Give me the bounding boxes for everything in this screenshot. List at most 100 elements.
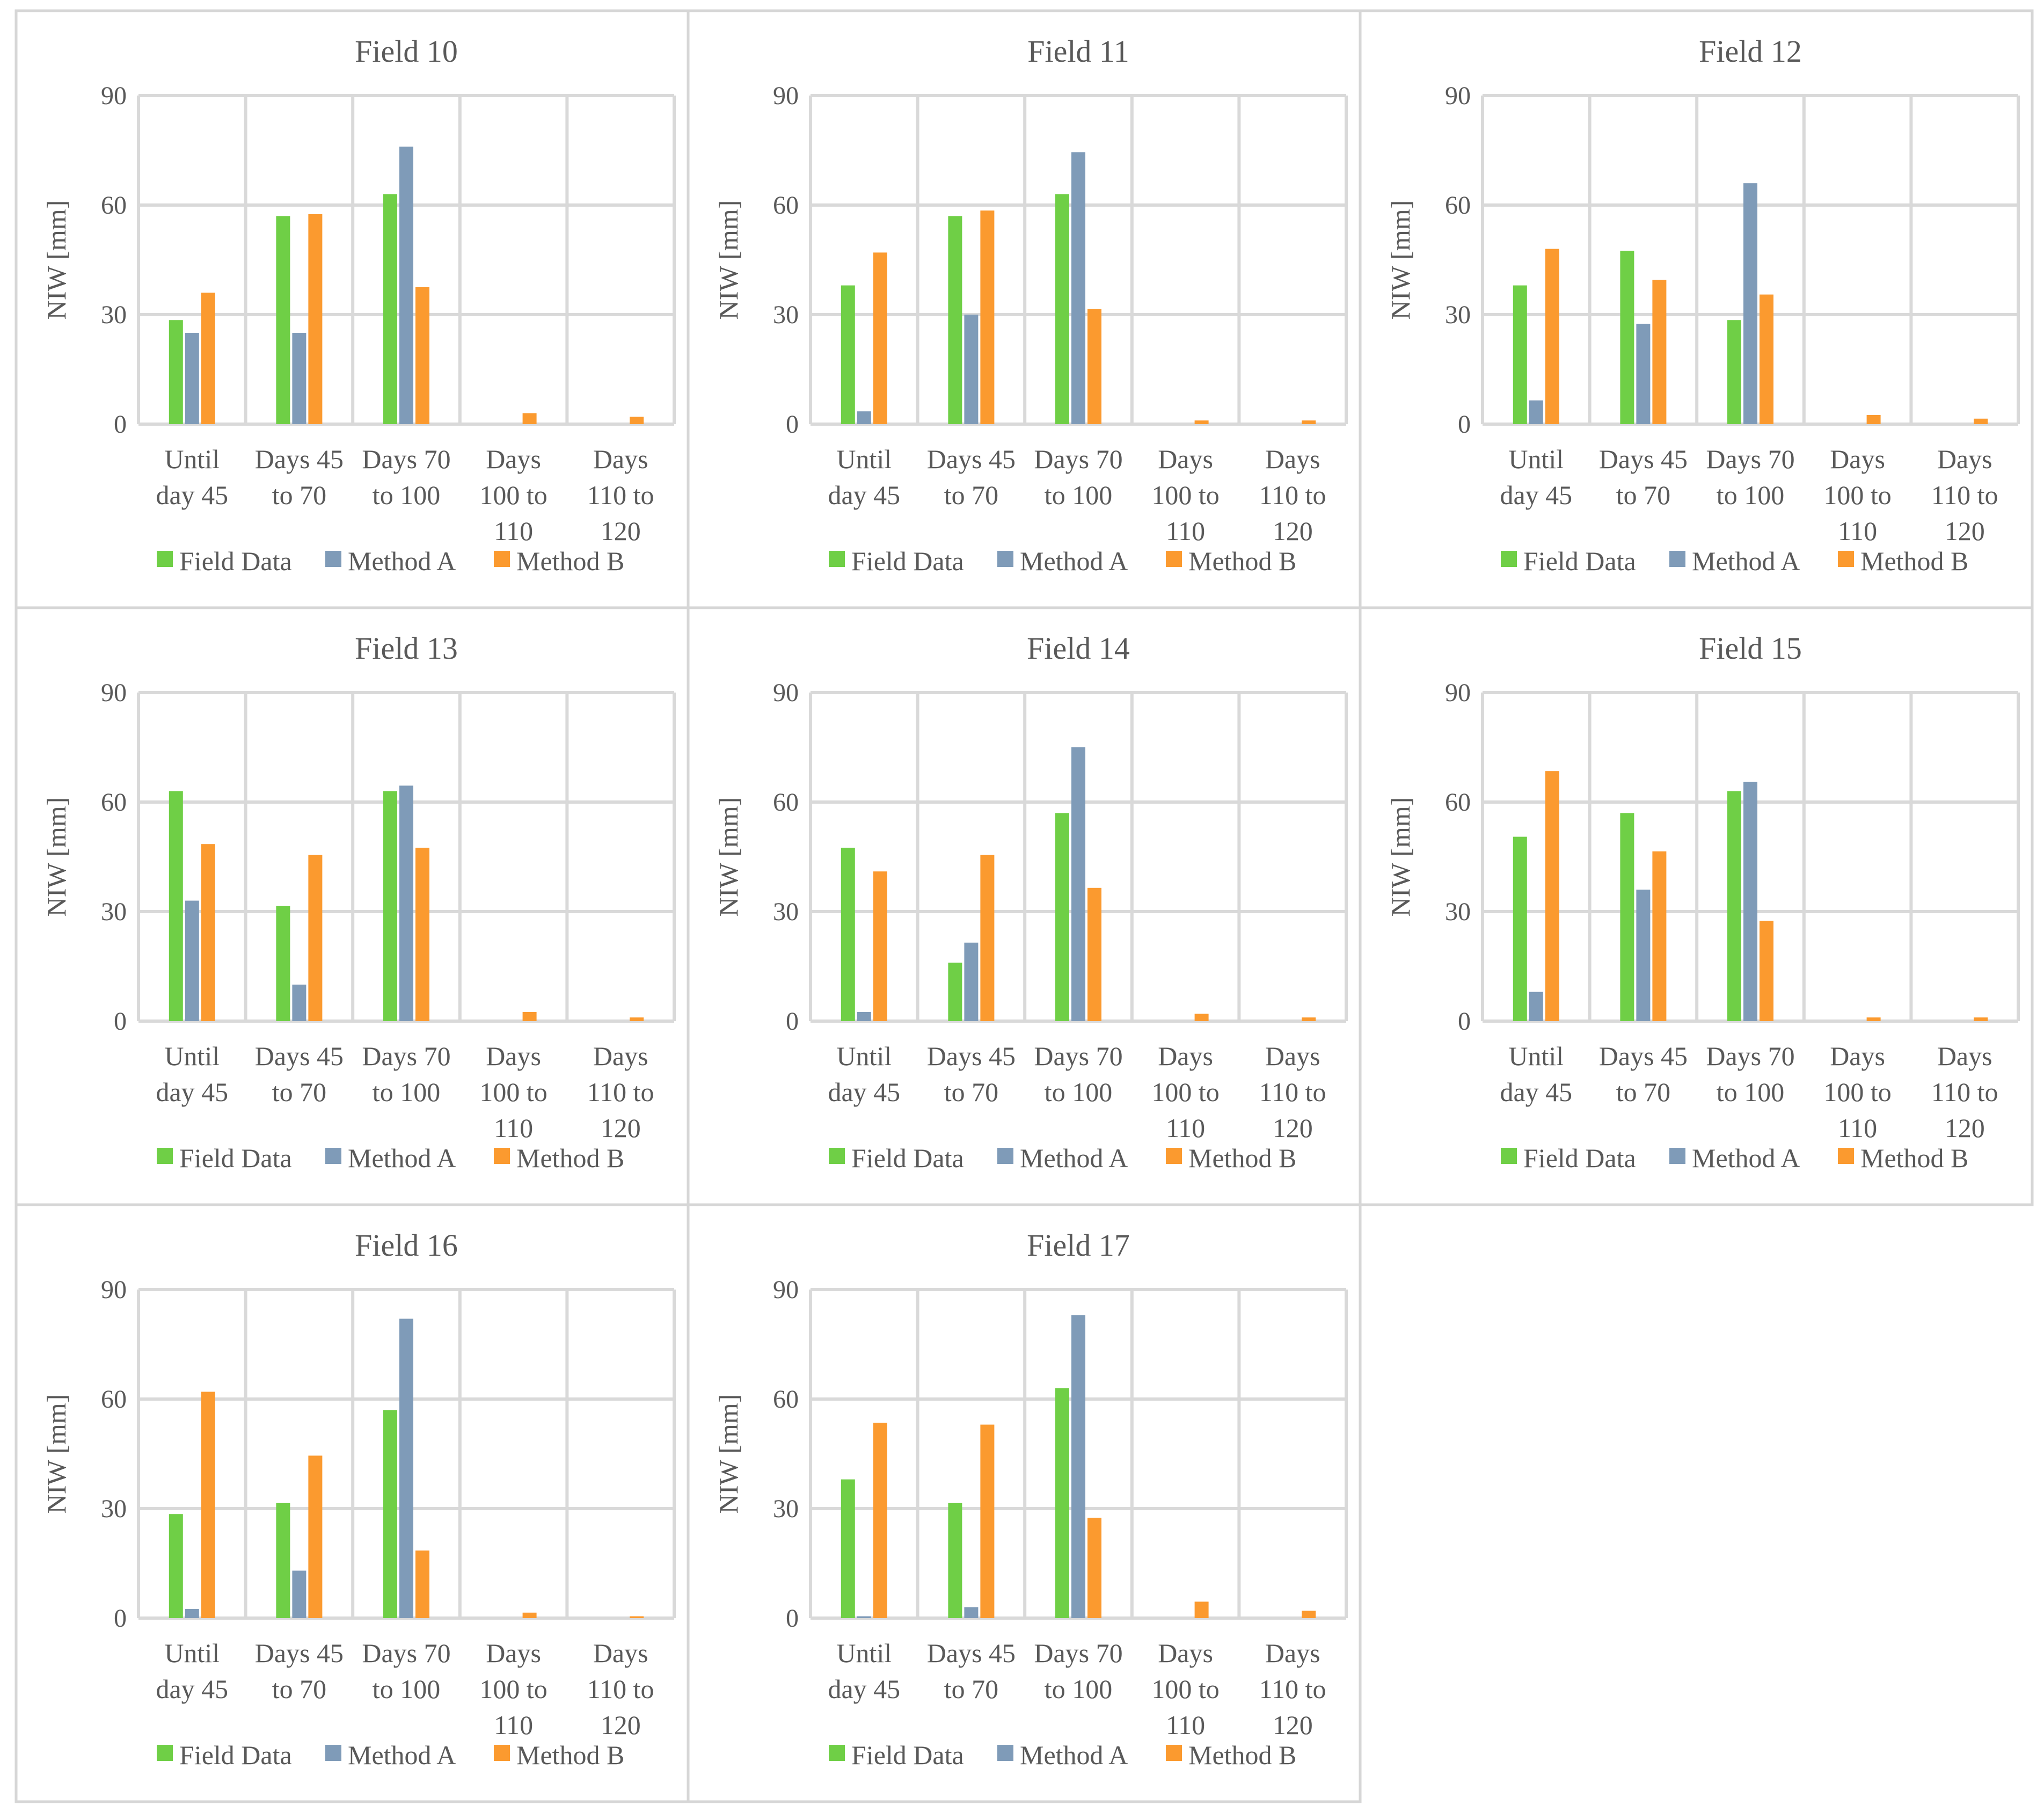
bar-method-b — [1302, 1611, 1316, 1618]
x-tick-label-line: 100 to — [479, 1674, 547, 1704]
bar-field-data — [383, 194, 397, 424]
x-tick-label: Days 70 to 100 — [1034, 1638, 1122, 1704]
legend-swatch-method-a — [325, 1745, 341, 1761]
x-tick-label-line: to 100 — [1045, 1674, 1112, 1704]
bar-field-data — [169, 791, 183, 1021]
legend-swatch-field-data — [829, 551, 845, 567]
bar-method-b — [1087, 1518, 1101, 1618]
chart-title: Field 12 — [1699, 34, 1802, 69]
bar-method-a — [399, 785, 413, 1021]
bar-method-b — [630, 417, 644, 424]
bar-method-b — [1302, 420, 1316, 424]
x-tick-label: Days 45 to 70 — [1599, 444, 1688, 510]
legend-swatch-method-b — [494, 1745, 510, 1761]
chart-title: Field 15 — [1699, 631, 1802, 666]
legend-label: Field Data — [851, 1143, 964, 1173]
x-tick-label-line: to 100 — [373, 1674, 440, 1704]
x-tick-label-line: 110 to — [587, 1077, 654, 1107]
bar-method-a — [964, 315, 979, 424]
x-tick-label: Days 100 to 110 — [1823, 1041, 1891, 1143]
y-tick-label: 90 — [1445, 82, 1471, 110]
y-axis-label: NIW [mm] — [1385, 797, 1415, 917]
x-tick-label: Until day 45 — [1500, 444, 1572, 510]
y-axis-label: NIW [mm] — [41, 797, 71, 917]
x-tick-label-line: 110 to — [1259, 480, 1326, 510]
bar-field-data — [1513, 836, 1527, 1021]
bar-method-b — [630, 1616, 644, 1618]
x-tick-label-line: 120 — [601, 1113, 641, 1143]
legend-swatch-field-data — [157, 1745, 173, 1761]
x-tick-label-line: 100 to — [1151, 480, 1219, 510]
legend-label: Method B — [516, 546, 624, 576]
x-tick-label: Days 45 to 70 — [927, 444, 1016, 510]
legend-label: Method B — [1188, 546, 1296, 576]
bar-field-data — [1055, 194, 1069, 424]
bar-field-data — [948, 963, 962, 1021]
bar-method-b — [1760, 921, 1773, 1021]
x-tick-label-line: Days — [1937, 1041, 1992, 1071]
x-tick-label-line: 100 to — [479, 1077, 547, 1107]
x-tick-label-line: Until — [164, 444, 220, 474]
x-tick-label-line: day 45 — [828, 480, 900, 510]
x-tick-label: Days 110 to 120 — [1259, 444, 1326, 546]
x-tick-label: Days 45 to 70 — [1599, 1041, 1688, 1107]
legend-swatch-method-a — [325, 1148, 341, 1164]
chart-title: Field 11 — [1027, 34, 1129, 69]
legend-label: Field Data — [1523, 1143, 1636, 1173]
x-tick-label: Until day 45 — [1500, 1041, 1572, 1107]
x-tick-label: Until day 45 — [156, 1041, 228, 1107]
bar-method-a — [1071, 152, 1085, 424]
x-tick-label-line: Days — [486, 1638, 541, 1668]
legend-swatch-field-data — [829, 1745, 845, 1761]
y-axis-label: NIW [mm] — [713, 200, 743, 320]
x-tick-label: Until day 45 — [156, 1638, 228, 1704]
bar-method-b — [1087, 309, 1101, 424]
x-tick-label-line: Days 70 — [1706, 444, 1794, 474]
bar-method-b — [980, 210, 995, 424]
legend-label: Method A — [1692, 546, 1800, 576]
bar-field-data — [1513, 285, 1527, 424]
legend-label: Field Data — [851, 1740, 964, 1770]
x-tick-label-line: 120 — [1273, 1113, 1313, 1143]
x-tick-label: Days 45 to 70 — [255, 444, 344, 510]
y-tick-label: 0 — [114, 1007, 127, 1036]
bar-method-b — [980, 1424, 995, 1618]
bar-method-a — [964, 942, 979, 1021]
x-tick-label-line: 100 to — [1823, 480, 1891, 510]
x-tick-label: Days 100 to 110 — [1151, 444, 1219, 546]
legend-label: Field Data — [179, 546, 292, 576]
y-axis-label: NIW [mm] — [713, 1394, 743, 1514]
bar-method-b — [1545, 249, 1559, 424]
x-tick-label-line: 120 — [601, 1710, 641, 1740]
x-tick-label-line: to 70 — [272, 480, 326, 510]
x-tick-label-line: Until — [164, 1041, 220, 1071]
x-tick-label: Days 70 to 100 — [1706, 1041, 1794, 1107]
bar-field-data — [276, 1503, 290, 1618]
x-tick-label: Days 110 to 120 — [1931, 444, 1998, 546]
y-axis-label: NIW [mm] — [1385, 200, 1415, 320]
bar-method-a — [964, 1607, 979, 1618]
x-tick-label-line: 110 — [1166, 1113, 1205, 1143]
x-tick-label-line: Days — [1158, 444, 1213, 474]
x-tick-label-line: day 45 — [156, 1674, 228, 1704]
bar-method-b — [1652, 280, 1667, 424]
x-tick-label: Days 110 to 120 — [1931, 1041, 1998, 1143]
x-tick-label-line: to 100 — [1717, 1077, 1784, 1107]
legend-swatch-method-b — [494, 551, 510, 567]
bar-method-a — [292, 1570, 306, 1618]
x-tick-label-line: day 45 — [828, 1674, 900, 1704]
y-tick-label: 30 — [101, 898, 127, 926]
x-tick-label: Days 70 to 100 — [362, 1041, 450, 1107]
bar-method-a — [857, 1012, 871, 1021]
legend-swatch-field-data — [1501, 551, 1517, 567]
x-tick-label-line: Days — [593, 1041, 648, 1071]
x-tick-label: Days 100 to 110 — [1151, 1041, 1219, 1143]
y-tick-label: 0 — [1458, 1007, 1471, 1036]
x-tick-label-line: Days — [486, 444, 541, 474]
x-tick-label-line: Until — [1508, 1041, 1564, 1071]
x-tick-label-line: day 45 — [156, 480, 228, 510]
legend-label: Field Data — [179, 1740, 292, 1770]
legend-label: Method A — [1692, 1143, 1800, 1173]
bar-method-a — [292, 985, 306, 1021]
